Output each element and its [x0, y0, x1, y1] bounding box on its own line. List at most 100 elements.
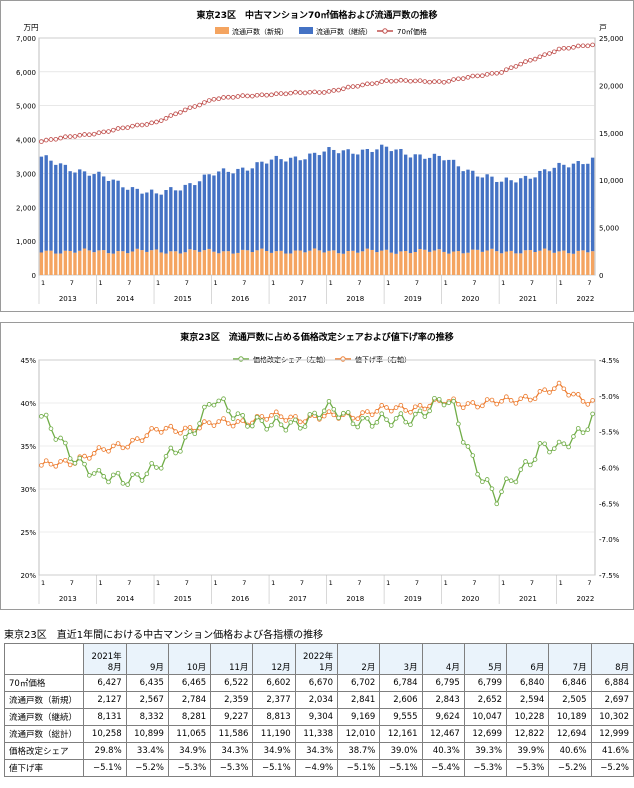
chart1-month-tick: 7	[242, 279, 246, 287]
chart1-month-tick: 1	[501, 279, 505, 287]
table-cell: −5.1%	[83, 759, 127, 777]
share-point	[269, 422, 274, 428]
share-point	[168, 445, 174, 451]
cut-rate-point	[82, 453, 87, 459]
bar-new	[44, 250, 48, 275]
table-cell: 2,594	[506, 691, 550, 709]
chart2-month-tick: 7	[242, 579, 246, 587]
bar-new	[504, 251, 509, 275]
cut-rate-point	[96, 445, 102, 450]
bar-new	[149, 250, 154, 275]
share-point	[542, 441, 547, 447]
chart1-left-tick: 4,000	[16, 137, 36, 145]
chart1-left-tick: 5,000	[16, 103, 36, 111]
price-point	[230, 95, 236, 100]
bar-continuing	[149, 189, 154, 251]
bar-continuing	[226, 171, 231, 252]
chart2-month-tick: 1	[444, 579, 448, 587]
column-month: 6月	[530, 663, 545, 673]
share-point	[398, 411, 404, 416]
price-point	[72, 134, 78, 139]
chart1-month-tick: 1	[559, 279, 563, 287]
table-cell: 6,795	[421, 674, 465, 692]
price-point	[53, 137, 59, 142]
price-point	[456, 76, 461, 82]
price-point	[547, 51, 552, 56]
bar-continuing	[260, 161, 264, 249]
bar-new	[102, 250, 106, 275]
row-label: 70㎡価格	[3, 674, 85, 692]
price-point	[480, 73, 485, 79]
bar-new	[442, 251, 446, 275]
share-point	[417, 408, 423, 414]
bar-continuing	[212, 175, 216, 252]
share-point	[350, 421, 356, 427]
table-cell: −5.1%	[379, 759, 423, 777]
bar-new	[111, 253, 115, 275]
cut-rate-point	[211, 423, 217, 428]
bar-new	[188, 249, 192, 275]
share-point	[264, 426, 269, 432]
chart2-left-tick: 25%	[20, 529, 36, 537]
price-point	[182, 107, 188, 113]
share-point	[278, 422, 284, 428]
bar-continuing	[514, 182, 518, 254]
bar-new	[260, 248, 264, 275]
share-point	[355, 424, 361, 430]
price-point	[125, 125, 130, 130]
bar-new	[274, 251, 278, 275]
share-point	[240, 413, 246, 418]
bar-continuing	[566, 167, 571, 254]
share-point	[374, 420, 380, 425]
table-cell: 10,258	[83, 725, 127, 743]
cut-rate-point	[278, 414, 284, 419]
price-point	[412, 78, 418, 84]
price-point	[178, 110, 183, 115]
price-point	[221, 95, 226, 100]
bar-new	[485, 250, 489, 275]
bar-continuing	[159, 194, 163, 253]
share-point	[480, 479, 485, 485]
chart1-year-label: 2021	[519, 295, 537, 303]
bar-continuing	[82, 171, 87, 249]
table-cell: 2,505	[548, 691, 592, 709]
share-point	[67, 456, 73, 461]
cut-rate-point	[269, 413, 274, 418]
price-point	[551, 49, 557, 55]
bar-new	[82, 248, 87, 275]
table-row: 流通戸数（継続） 8,131 8,332 8,281 9,227 8,813 9,304 9,…	[3, 708, 634, 726]
bar-new	[293, 250, 298, 275]
share-point	[307, 412, 313, 417]
cut-rate-point	[393, 405, 399, 410]
share-point	[302, 424, 308, 429]
bar-continuing	[73, 172, 77, 253]
chart1-title: 東京23区 中古マンション70㎡価格および流通戸数の推移	[196, 9, 437, 21]
bar-new	[562, 250, 566, 275]
table-cell: −5.3%	[506, 759, 550, 777]
cut-rate-point	[484, 397, 490, 402]
bar-new	[78, 250, 82, 275]
price-point	[345, 84, 351, 90]
bar-new	[399, 251, 403, 275]
bar-continuing	[456, 166, 461, 252]
price-point	[82, 132, 87, 137]
price-point	[575, 43, 581, 49]
bar-continuing	[202, 174, 207, 251]
table-cell: 6,846	[548, 674, 592, 692]
share-point	[580, 430, 586, 435]
table-cell: −5.2%	[125, 759, 169, 777]
chart1-right-tick: 5,000	[599, 225, 619, 233]
cut-rate-point	[206, 420, 212, 425]
bar-new	[427, 251, 432, 275]
bar-continuing	[236, 168, 240, 253]
bar-new	[63, 250, 68, 275]
price-point	[273, 91, 279, 97]
cut-rate-point	[115, 441, 121, 446]
bar-new	[370, 249, 374, 275]
price-point	[67, 134, 73, 139]
bar-new	[68, 250, 72, 275]
price-point	[451, 77, 456, 82]
cut-rate-point	[527, 397, 533, 403]
bar-continuing	[298, 160, 302, 251]
chart2-year-label: 2015	[174, 595, 192, 603]
